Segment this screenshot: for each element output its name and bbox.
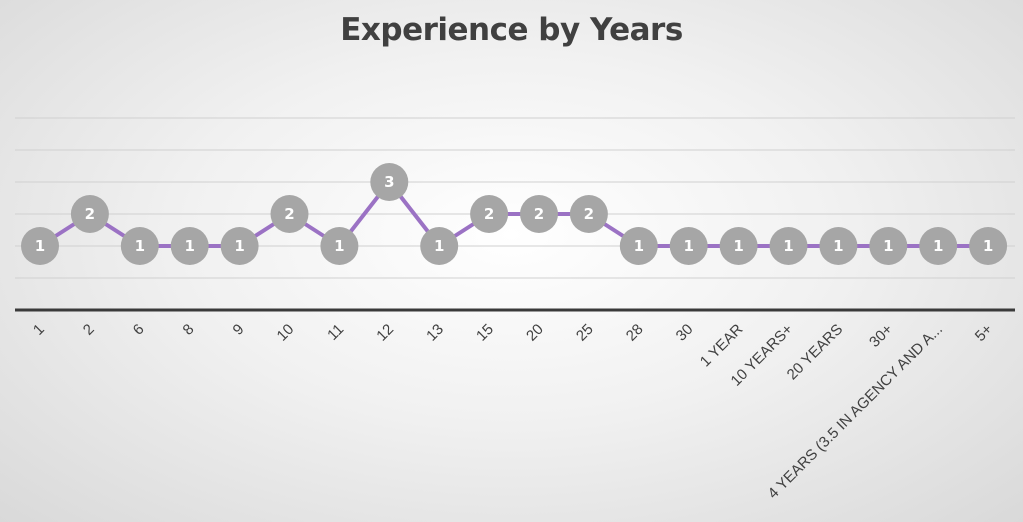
data-point: [819, 227, 858, 265]
data-point: [769, 227, 808, 265]
x-tick-label: 9: [230, 321, 248, 339]
data-point: [719, 227, 758, 265]
data-label: 2: [284, 205, 294, 223]
data-point: [420, 227, 459, 265]
x-tick-label: 30+: [866, 321, 896, 351]
data-label: 1: [434, 237, 444, 255]
x-tick-label: 2: [80, 321, 98, 339]
data-label: 2: [584, 205, 594, 223]
data-label: 1: [634, 237, 644, 255]
data-point: [170, 227, 209, 265]
x-tick-label: 13: [423, 321, 447, 345]
data-label: 1: [683, 237, 693, 255]
data-point: [270, 195, 309, 233]
x-tick-label: 30: [673, 321, 697, 345]
data-point: [21, 227, 59, 265]
data-label: 1: [334, 237, 344, 255]
data-label: 1: [783, 237, 793, 255]
data-label: 1: [234, 237, 244, 255]
x-tick-label: 28: [623, 321, 647, 345]
x-tick-label: 10: [274, 321, 298, 345]
data-label: 2: [534, 205, 544, 223]
data-point: [370, 163, 409, 201]
data-label: 1: [184, 237, 194, 255]
data-point: [120, 227, 159, 265]
data-label: 1: [135, 237, 145, 255]
x-tick-label: 5+: [972, 321, 996, 345]
data-label: 2: [85, 205, 95, 223]
x-tick-label: 15: [473, 321, 497, 345]
data-point: [320, 227, 359, 265]
data-point: [869, 227, 908, 265]
x-tick-label: 1 YEAR: [697, 321, 747, 371]
x-tick-label: 25: [573, 321, 597, 345]
data-label: 1: [35, 237, 45, 255]
data-label: 2: [484, 205, 494, 223]
data-label: 1: [933, 237, 943, 255]
x-tick-label: 1: [30, 321, 48, 339]
data-point: [70, 195, 109, 233]
x-tick-label: 11: [324, 321, 347, 344]
data-point: [969, 227, 1008, 265]
data-label: 3: [384, 173, 394, 191]
x-tick-label: 6: [130, 321, 148, 339]
data-point: [220, 227, 259, 265]
data-label: 1: [883, 237, 893, 255]
gridlines: [15, 117, 1015, 279]
data-point: [919, 227, 958, 265]
x-tick-label: 12: [373, 321, 397, 345]
x-tick-label: 8: [180, 321, 198, 339]
data-label: 1: [833, 237, 843, 255]
data-point: [619, 227, 658, 265]
x-tick-label: 4 YEARS (3.5 IN AGENCY AND A...: [765, 321, 946, 502]
x-tick-label: 20: [523, 321, 547, 345]
chart-title: Experience by Years: [340, 12, 683, 48]
data-label: 1: [983, 237, 993, 255]
data-point: [669, 227, 708, 265]
data-label: 1: [733, 237, 743, 255]
data-point: [470, 195, 509, 233]
data-point: [569, 195, 608, 233]
data-point: [520, 195, 558, 233]
